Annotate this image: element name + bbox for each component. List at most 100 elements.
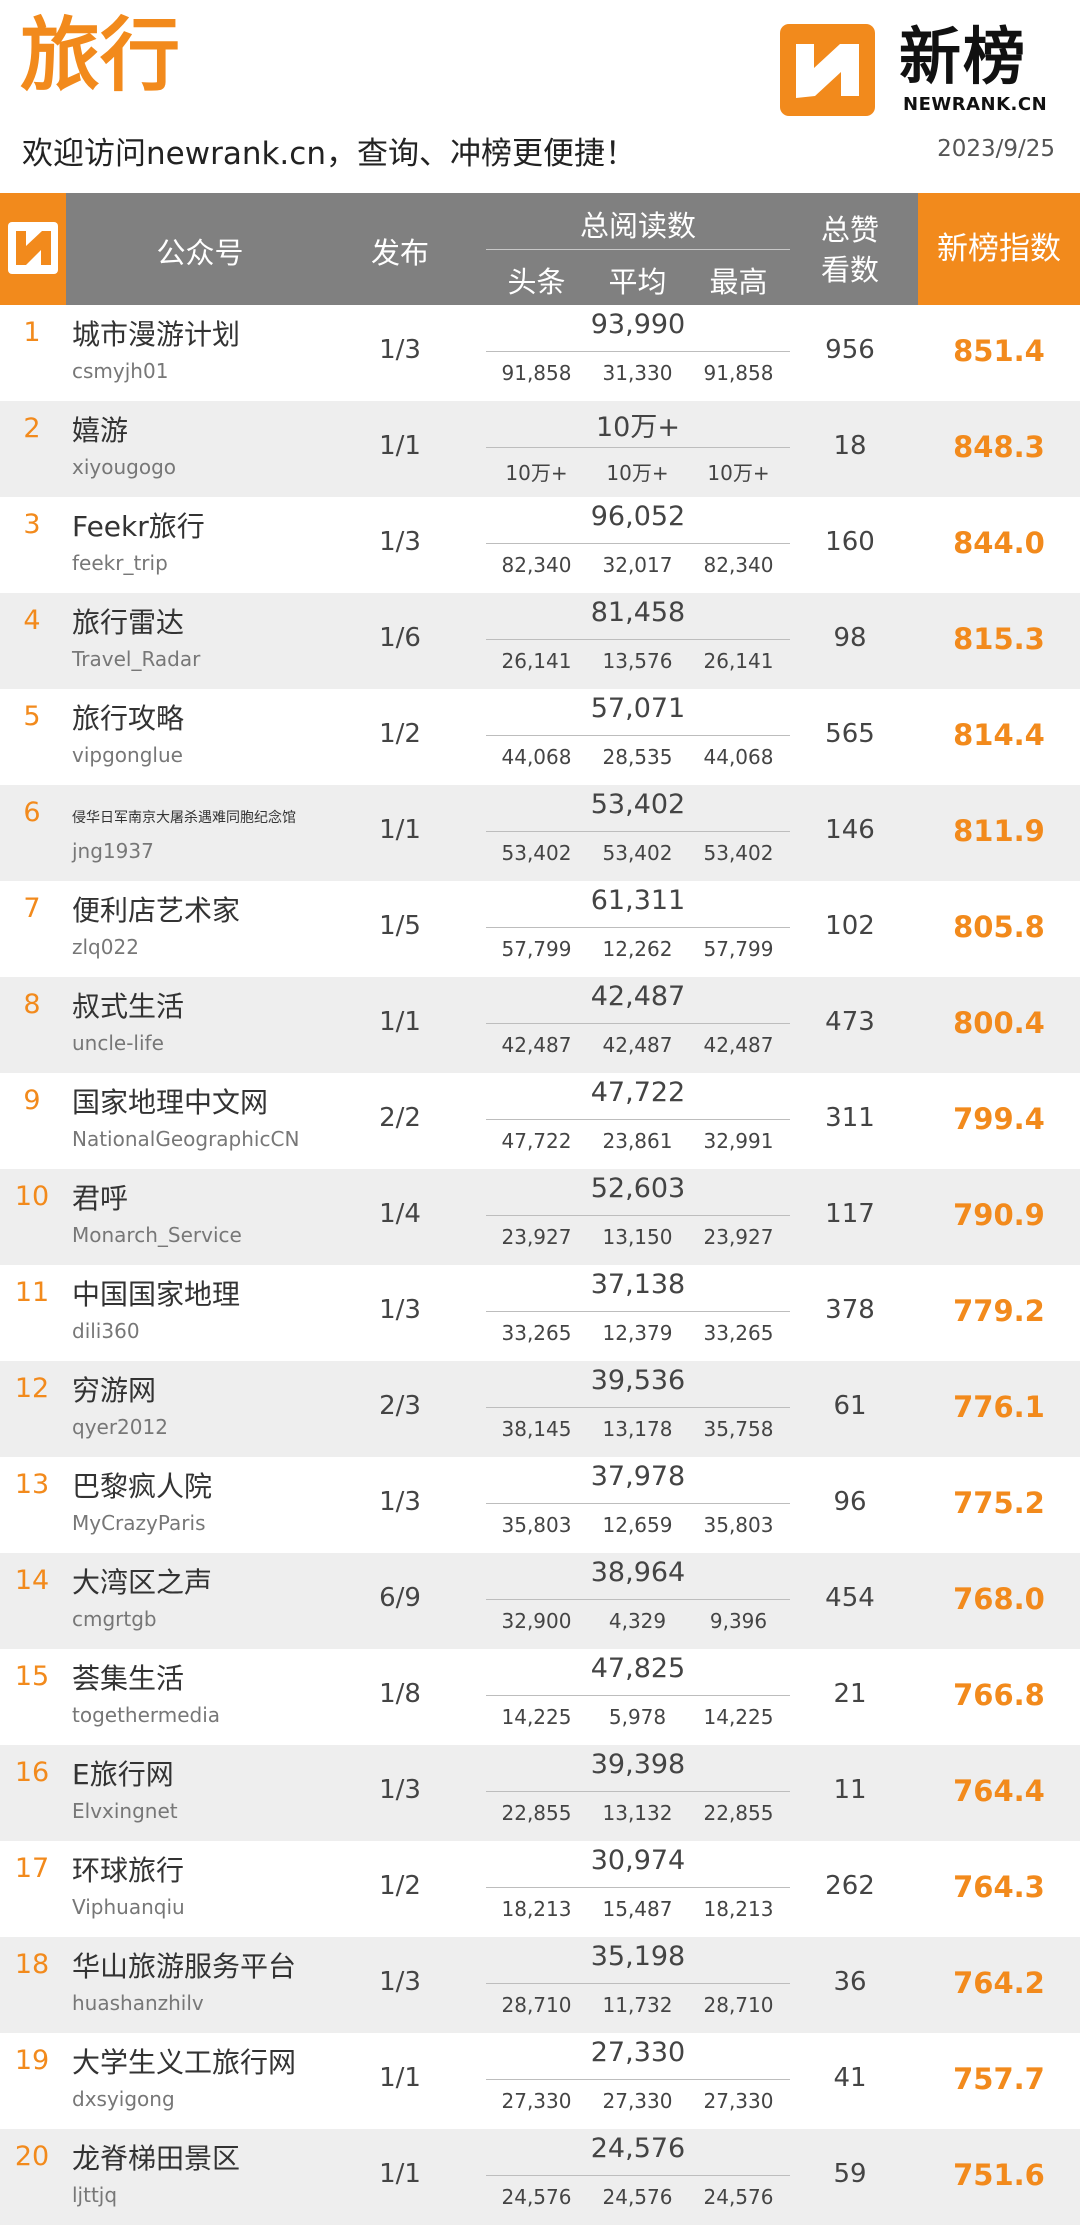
likes-count: 59 [833, 2159, 867, 2189]
account-name[interactable]: 城市漫游计划 [72, 318, 241, 351]
account-name[interactable]: 旅行攻略 [72, 702, 185, 735]
table-row[interactable]: 8 叔式生活 uncle-life 1/1 42,487 42,487 42,487 42,4… [0, 977, 1080, 1073]
newrank-index: 757.7 [953, 2062, 1045, 2096]
publish-count: 1/1 [379, 815, 421, 845]
rank-number: 2 [23, 413, 41, 444]
cell-divider [486, 1119, 790, 1120]
headline-reads: 42,487 [501, 1033, 572, 1057]
table-row[interactable]: 16 E旅行网 Elvxingnet 1/3 39,398 22,855 13,132 22,… [0, 1745, 1080, 1841]
account-name[interactable]: 荟集生活 [72, 1662, 185, 1695]
table-row[interactable]: 19 大学生义工旅行网 dxsyigong 1/1 27,330 27,330 27,330… [0, 2033, 1080, 2129]
likes-count: 311 [825, 1103, 875, 1133]
headline-reads: 27,330 [501, 2089, 572, 2113]
table-row[interactable]: 14 大湾区之声 cmgrtgb 6/9 38,964 32,900 4,329 9,396 4… [0, 1553, 1080, 1649]
table-row[interactable]: 17 环球旅行 Viphuanqiu 1/2 30,974 18,213 15,487 18,… [0, 1841, 1080, 1937]
total-reads: 37,978 [590, 1461, 686, 1492]
account-name[interactable]: 旅行雷达 [72, 606, 185, 639]
table-row[interactable]: 15 荟集生活 togethermedia 1/8 47,825 14,225 5,978 1… [0, 1649, 1080, 1745]
publish-count: 1/1 [379, 2159, 421, 2189]
cell-divider [486, 543, 790, 544]
likes-count: 11 [833, 1775, 867, 1805]
newrank-index: 764.3 [953, 1870, 1045, 1904]
publish-count: 2/2 [379, 1103, 421, 1133]
likes-count: 61 [833, 1391, 867, 1421]
cell-divider [486, 1695, 790, 1696]
account-name[interactable]: 中国国家地理 [72, 1278, 241, 1311]
column-header-highest: 最高 [709, 265, 768, 299]
headline-reads: 18,213 [501, 1897, 572, 1921]
account-name[interactable]: 穷游网 [72, 1374, 157, 1407]
table-row[interactable]: 10 君呼 Monarch_Service 1/4 52,603 23,927 13,150… [0, 1169, 1080, 1265]
table-row[interactable]: 11 中国国家地理 dili360 1/3 37,138 33,265 12,379 33,2… [0, 1265, 1080, 1361]
account-name[interactable]: Feekr旅行 [72, 510, 205, 543]
headline-reads: 82,340 [501, 553, 572, 577]
likes-count: 18 [833, 431, 867, 461]
welcome-text[interactable]: 欢迎访问newrank.cn，查询、冲榜更便捷！ [22, 136, 636, 172]
rank-number: 11 [14, 1277, 50, 1308]
highest-reads: 24,576 [703, 2185, 774, 2209]
cell-divider [486, 1407, 790, 1408]
total-reads: 57,071 [590, 693, 686, 724]
account-id: vipgonglue [72, 743, 183, 767]
account-id: dxsyigong [72, 2087, 175, 2111]
account-name[interactable]: 龙脊梯田景区 [72, 2142, 241, 2175]
column-header-likes-1: 总赞 [820, 213, 879, 247]
total-reads: 39,398 [590, 1749, 686, 1780]
account-name[interactable]: 侵华日军南京大屠杀遇难同胞纪念馆 [72, 810, 296, 826]
account-id: uncle-life [72, 1031, 164, 1055]
rank-number: 16 [14, 1757, 50, 1788]
cell-divider [486, 1503, 790, 1504]
total-reads: 37,138 [590, 1269, 686, 1300]
rank-number: 17 [14, 1853, 50, 1884]
rank-number: 12 [14, 1373, 50, 1404]
average-reads: 31,330 [602, 361, 673, 385]
account-name[interactable]: 国家地理中文网 [72, 1086, 269, 1119]
total-reads: 61,311 [590, 885, 686, 916]
account-name[interactable]: 便利店艺术家 [72, 894, 241, 927]
total-reads: 47,722 [590, 1077, 686, 1108]
account-id: feekr_trip [72, 551, 168, 575]
account-name[interactable]: 叔式生活 [72, 990, 185, 1023]
average-reads: 28,535 [602, 745, 673, 769]
table-row[interactable]: 18 华山旅游服务平台 huashanzhilv 1/3 35,198 28,710 11,… [0, 1937, 1080, 2033]
account-name[interactable]: 环球旅行 [72, 1854, 185, 1887]
account-name[interactable]: 嬉游 [72, 414, 129, 447]
table-row[interactable]: 20 龙脊梯田景区 ljttjq 1/1 24,576 24,576 24,576 24,57… [0, 2129, 1080, 2225]
account-name[interactable]: 大学生义工旅行网 [72, 2046, 297, 2079]
table-row[interactable]: 2 嬉游 xiyougogo 1/1 10万+ 10万+ 10万+ 10万+ 18 848.3 [0, 401, 1080, 497]
header-divider [486, 249, 790, 250]
table-row[interactable]: 9 国家地理中文网 NationalGeographicCN 2/2 47,722 47,… [0, 1073, 1080, 1169]
table-row[interactable]: 5 旅行攻略 vipgonglue 1/2 57,071 44,068 28,535 44,0… [0, 689, 1080, 785]
highest-reads: 53,402 [703, 841, 774, 865]
likes-count: 117 [825, 1199, 875, 1229]
publish-count: 1/4 [379, 1199, 421, 1229]
column-header-publish: 发布 [370, 236, 429, 270]
cell-divider [486, 639, 790, 640]
account-name[interactable]: 巴黎疯人院 [72, 1470, 213, 1503]
publish-count: 1/6 [379, 623, 421, 653]
table-row[interactable]: 4 旅行雷达 Travel_Radar 1/6 81,458 26,141 13,576 26… [0, 593, 1080, 689]
headline-reads: 53,402 [501, 841, 572, 865]
likes-count: 41 [833, 2063, 867, 2093]
average-reads: 24,576 [602, 2185, 673, 2209]
rank-number: 19 [14, 2045, 50, 2076]
publish-count: 6/9 [379, 1583, 421, 1613]
account-name[interactable]: 大湾区之声 [72, 1566, 213, 1599]
total-reads: 10万+ [596, 412, 680, 443]
table-row[interactable]: 12 穷游网 qyer2012 2/3 39,536 38,145 13,178 35,758… [0, 1361, 1080, 1457]
rank-number: 1 [23, 317, 41, 348]
account-id: cmgrtgb [72, 1607, 157, 1631]
cell-divider [486, 1311, 790, 1312]
table-row[interactable]: 7 便利店艺术家 zlq022 1/5 61,311 57,799 12,262 57,799… [0, 881, 1080, 977]
cell-divider [486, 351, 790, 352]
account-name[interactable]: 君呼 [72, 1182, 129, 1215]
account-name[interactable]: 华山旅游服务平台 [72, 1950, 297, 1983]
account-name[interactable]: E旅行网 [72, 1758, 174, 1791]
table-row[interactable]: 1 城市漫游计划 csmyjh01 1/3 93,990 91,858 31,330 91,8… [0, 305, 1080, 401]
table-row[interactable]: 6 侵华日军南京大屠杀遇难同胞纪念馆 jng1937 1/1 53,402 53,402 5… [0, 785, 1080, 881]
table-row[interactable]: 3 Feekr旅行 feekr_trip 1/3 96,052 82,340 32,017 8… [0, 497, 1080, 593]
table-row[interactable]: 13 巴黎疯人院 MyCrazyParis 1/3 37,978 35,803 12,659… [0, 1457, 1080, 1553]
newrank-index: 814.4 [953, 718, 1045, 752]
rank-number: 7 [23, 893, 41, 924]
highest-reads: 9,396 [709, 1609, 768, 1633]
